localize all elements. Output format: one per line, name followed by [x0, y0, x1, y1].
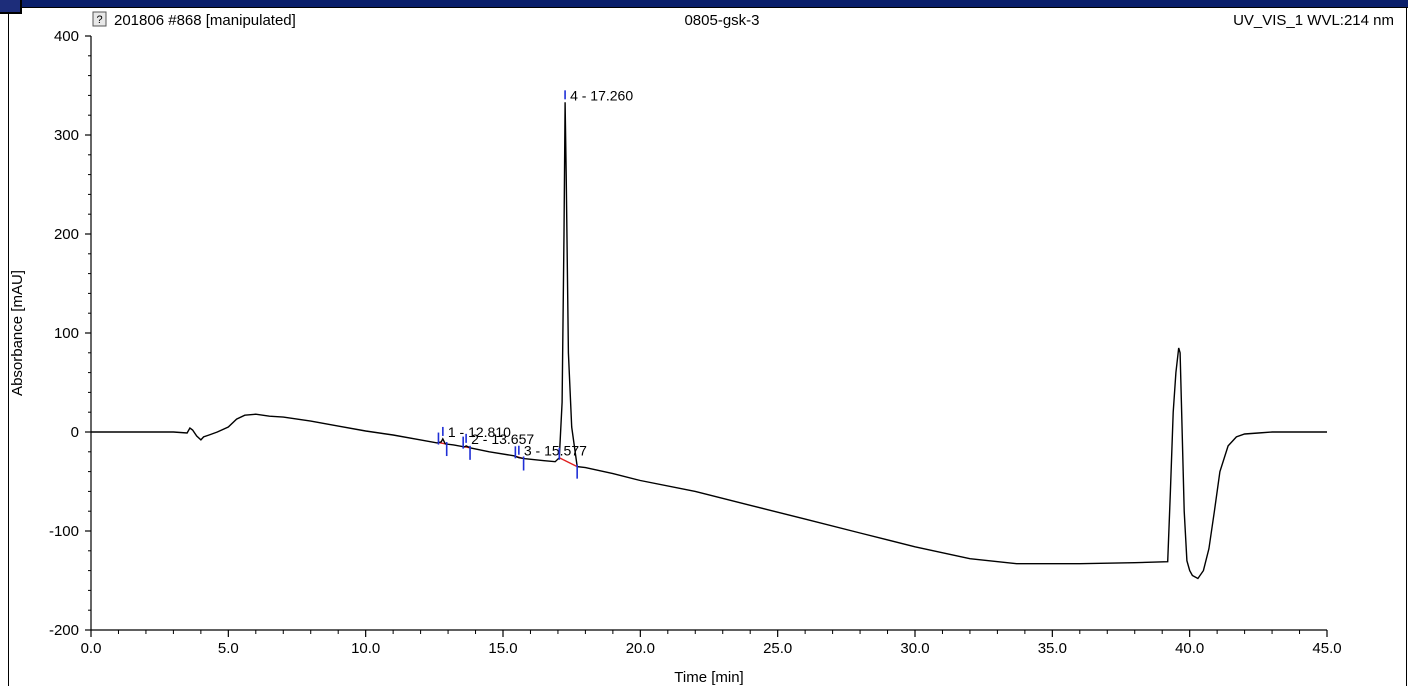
sample-label: 201806 #868 [manipulated] [114, 12, 296, 29]
y-tick-label: -100 [49, 523, 79, 540]
y-tick-label: 300 [54, 127, 79, 144]
y-axis-ticks: -200 -100 0 100 200 300 400 [49, 28, 91, 639]
x-tick-label: 0.0 [81, 640, 102, 657]
peak-label: 4 - 17.260 [570, 87, 633, 103]
x-tick-label: 15.0 [488, 640, 517, 657]
left-border [8, 14, 9, 686]
window-corner [0, 0, 22, 14]
x-axis-ticks: 0.0 5.0 10.0 15.0 20.0 25.0 30.0 35.0 40.0 45.0 [81, 630, 1342, 657]
y-tick-label: 200 [54, 226, 79, 243]
chromatogram-name: 0805-gsk-3 [684, 12, 759, 29]
x-tick-label: 35.0 [1038, 640, 1067, 657]
peak-baseline [558, 457, 578, 468]
report-icon[interactable] [92, 11, 107, 27]
y-tick-label: 0 [71, 424, 79, 441]
x-tick-label: 45.0 [1312, 640, 1341, 657]
chromatogram-trace [91, 102, 1327, 580]
x-tick-label: 25.0 [763, 640, 792, 657]
peak-label: 2 - 13.657 [471, 431, 534, 447]
y-tick-label: 100 [54, 325, 79, 342]
channel-label: UV_VIS_1 WVL:214 nm [1233, 12, 1394, 29]
header-row: ? 201806 #868 [manipulated] 0805-gsk-3 U… [92, 11, 1394, 29]
x-tick-label: 30.0 [900, 640, 929, 657]
report-icon-glyph: ? [96, 14, 102, 26]
right-border [1406, 8, 1407, 686]
x-axis-label: Time [min] [674, 669, 743, 686]
y-tick-label: -200 [49, 622, 79, 639]
x-tick-label: 10.0 [351, 640, 380, 657]
peak-label: 3 - 15.577 [524, 443, 587, 459]
y-axis-label: Absorbance [mAU] [9, 270, 26, 396]
x-tick-label: 20.0 [626, 640, 655, 657]
x-tick-label: 40.0 [1175, 640, 1204, 657]
x-tick-label: 5.0 [218, 640, 239, 657]
y-tick-label: 400 [54, 28, 79, 45]
window-title-bar [0, 0, 1408, 8]
peak-label: 1 - 12.810 [448, 424, 511, 440]
